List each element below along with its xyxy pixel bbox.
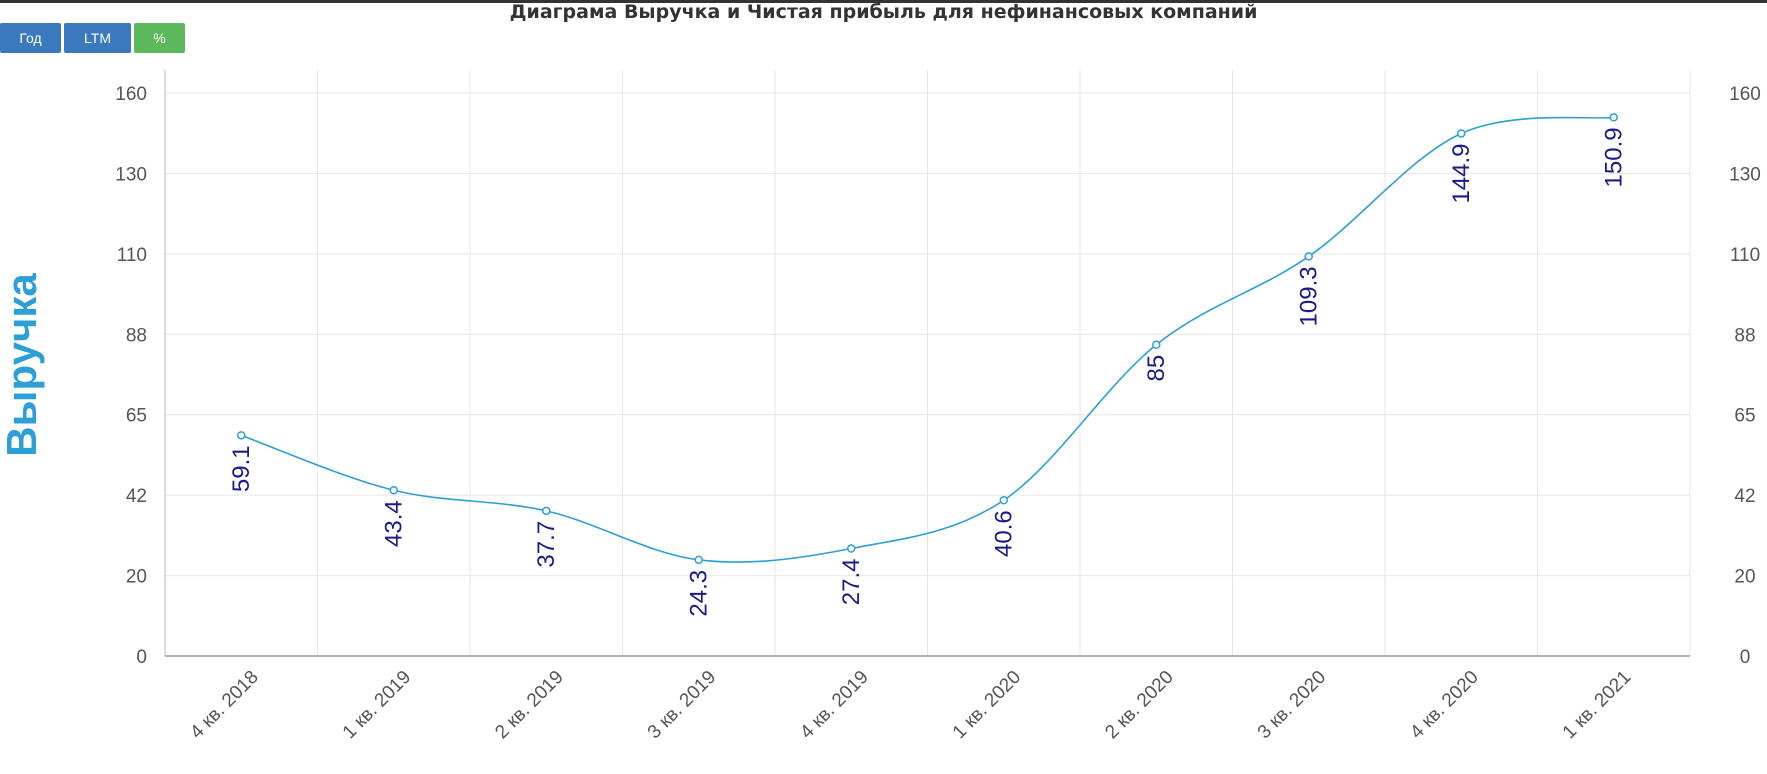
y-tick-label-left: 42 — [126, 486, 147, 507]
y-tick-label-left: 88 — [126, 325, 147, 346]
y-tick-label-right: 130 — [1729, 164, 1761, 185]
y-tick-label-right: 88 — [1734, 325, 1755, 346]
x-tick-label: 4 кв. 2019 — [796, 667, 872, 743]
data-label: 85 — [1143, 355, 1170, 382]
y-tick-label-right: 0 — [1740, 647, 1751, 668]
data-point — [237, 431, 246, 440]
data-point — [389, 485, 398, 495]
x-tick-label: 1 кв. 2021 — [1559, 667, 1635, 743]
chart-title: Диаграма Выручка и Чистая прибыль для не… — [509, 1, 1258, 23]
x-tick-label: 2 кв. 2020 — [1101, 667, 1177, 743]
data-point — [847, 544, 856, 553]
x-tick-label: 3 кв. 2020 — [1254, 667, 1330, 743]
x-tick-label: 3 кв. 2019 — [644, 667, 720, 743]
data-point — [1152, 340, 1161, 350]
y-tick-label-right: 110 — [1730, 245, 1760, 266]
series-line — [240, 116, 1614, 563]
y-tick-label-left: 20 — [126, 567, 147, 588]
top-border — [0, 0, 1767, 3]
data-label: 40.6 — [991, 510, 1018, 557]
data-point — [1457, 129, 1466, 138]
data-point — [999, 496, 1008, 505]
percent-button[interactable]: % — [134, 23, 185, 53]
y-tick-label-right: 65 — [1734, 406, 1755, 427]
x-tick-label: 4 кв. 2018 — [186, 667, 262, 743]
y-tick-label-left: 110 — [117, 245, 147, 266]
data-label: 43.4 — [381, 500, 408, 547]
data-label: 144.9 — [1448, 143, 1475, 203]
y-tick-label-left: 0 — [136, 647, 147, 668]
y-tick-label-right: 42 — [1734, 486, 1755, 507]
y-tick-label-right: 160 — [1729, 84, 1761, 105]
data-point — [694, 555, 703, 565]
data-label: 27.4 — [838, 559, 865, 606]
data-point — [542, 506, 551, 516]
data-label: 59.1 — [228, 445, 255, 492]
y-tick-label-left: 130 — [115, 164, 147, 185]
y-tick-label-right: 20 — [1734, 567, 1755, 588]
ltm-button[interactable]: LTM — [64, 23, 131, 53]
y-tick-label-left: 65 — [126, 406, 147, 427]
year-button[interactable]: Год — [0, 23, 61, 53]
data-label: 150.9 — [1601, 127, 1628, 187]
data-point — [1304, 252, 1313, 261]
data-label: 24.3 — [686, 570, 713, 617]
x-tick-label: 1 кв. 2019 — [339, 667, 415, 743]
y-tick-label-left: 160 — [115, 84, 147, 105]
data-label: 37.7 — [533, 521, 560, 568]
x-tick-label: 4 кв. 2020 — [1406, 667, 1482, 743]
data-point — [1609, 113, 1618, 122]
x-tick-label: 1 кв. 2020 — [949, 667, 1025, 743]
x-tick-label: 2 кв. 2019 — [491, 667, 567, 743]
data-label: 109.3 — [1296, 266, 1323, 326]
